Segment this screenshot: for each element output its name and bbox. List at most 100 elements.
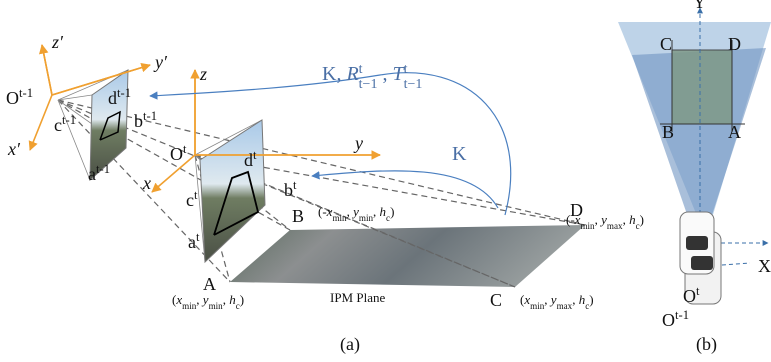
label: Ot-1 [6,86,33,108]
text-run: a [88,164,96,184]
text-run: ) [390,204,394,219]
text-run: D [728,34,741,54]
text-run: t-1 [62,113,76,127]
text-run: max [607,221,623,231]
caption: (b) [696,334,717,355]
label: y′ [153,52,168,72]
coord-label: (xmin, ymin, hc) [172,292,244,311]
text-run: t [293,178,297,192]
text-run: A [728,122,741,142]
label: at-1 [88,162,110,184]
text-run: (- [318,204,327,219]
text-run: t-1 [19,86,33,100]
prev-axes [30,45,150,150]
label: C [490,290,502,310]
text-run: Y [693,0,706,12]
label: X [758,256,771,276]
label: z′ [51,32,64,52]
text-run: A [203,274,216,294]
panel-b: Y X C D B A Ot Ot-1 (b) [618,0,771,355]
text-run: t [696,284,700,298]
text-run: t [253,148,257,162]
text-run: t-1 [117,86,131,100]
text-run: ) [640,212,644,227]
label: B [662,122,674,142]
caption: (a) [340,334,360,355]
coord-label: (-xmin, ymin, hc) [318,204,394,223]
text-run: O [6,88,19,108]
text-run: t-1 [675,308,689,322]
label: y [353,133,363,153]
label: D [728,34,741,54]
text-run: t [359,62,363,77]
text-run: min [580,221,595,231]
text-run: O [683,286,696,306]
text-run: min [332,213,347,223]
plane-label: IPM Plane [330,290,385,305]
text-run: b [134,111,143,131]
curr-image [200,120,265,262]
text-run: O [662,310,675,330]
text-run: b [284,180,293,200]
text-run: C [490,290,502,310]
text-run: a [188,232,196,252]
text-run: t-1 [143,109,157,123]
text-run: O [170,144,183,164]
text-run: t [183,142,187,156]
text-run: t-1 [96,162,110,176]
text-run: c [186,190,194,210]
text-run: (- [566,212,575,227]
label: bt-1 [134,109,157,131]
coord-label: (xmin, ymax, hc) [520,292,594,311]
text-run: B [292,206,304,226]
text-run: ) [240,292,244,307]
label: Ot [170,142,187,164]
text-run: X [758,256,771,276]
label: A [728,122,741,142]
text-run: min [359,213,374,223]
text-run: t [404,62,408,77]
ipm-region [672,50,732,124]
text-run: (b) [696,334,717,355]
text-run: d [244,150,253,170]
text-run: z′ [51,32,64,52]
text-run: min [182,301,197,311]
figure: Ot-1 z′ y′ x′ dt-1 ct-1 bt-1 at-1 z y Ot… [0,0,771,362]
text-run: , [377,63,392,85]
text-run: R [345,63,358,85]
text-run: min [209,301,224,311]
label: C [660,34,672,54]
intrinsic-arrow [312,171,498,208]
text-run: y′ [153,52,168,72]
text-run: c [54,115,62,135]
text-run: t−1 [404,77,423,92]
label: ct [186,188,198,210]
text-run: B [662,122,674,142]
text-run: (a) [340,334,360,355]
text-run: IPM Plane [330,290,385,305]
ipm-plane [230,225,585,287]
label: z [199,64,207,84]
label: Y [693,0,706,12]
text-run: t [194,188,198,202]
text-run: x [142,173,151,193]
label: A [203,274,216,294]
windshield [686,236,708,250]
windshield [691,256,713,270]
text-run: z [199,64,207,84]
label: ct-1 [54,113,76,135]
label: Ot-1 [662,308,689,330]
text-run: K [452,143,467,165]
text-run: max [557,301,573,311]
label: bt [284,178,297,200]
text-run: min [530,301,545,311]
text-run: ) [589,292,593,307]
label: x [142,173,151,193]
text-run: C [660,34,672,54]
text-run: y [353,133,363,153]
text-run: t−1 [359,77,378,92]
intrinsic-label: K [452,143,467,165]
panel-a: Ot-1 z′ y′ x′ dt-1 ct-1 bt-1 at-1 z y Ot… [6,32,644,355]
text-run: x′ [7,139,21,159]
